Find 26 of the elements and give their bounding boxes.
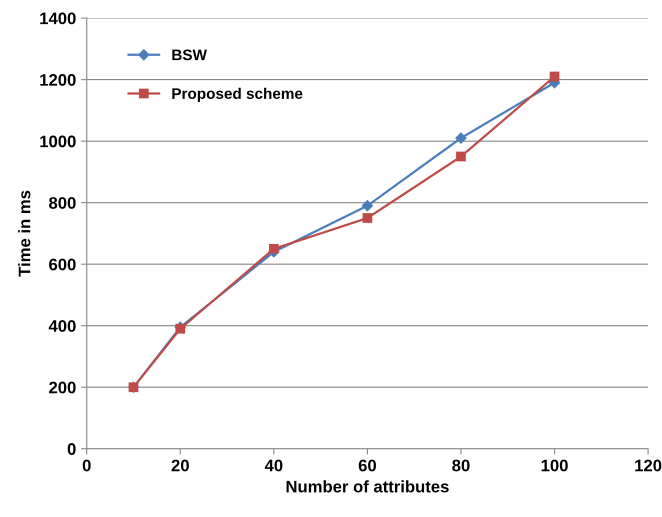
y-tick-label: 1200 [40, 74, 76, 86]
x-tick-label: 40 [264, 460, 282, 472]
y-axis-title: Time in ms [18, 190, 30, 277]
y-tick-label: 800 [49, 197, 76, 209]
x-tick-label: 0 [82, 460, 91, 472]
legend-label: BSW [172, 49, 207, 60]
y-tick-label: 0 [68, 443, 76, 455]
point [362, 200, 374, 212]
y-tick-label: 200 [49, 382, 76, 394]
y-tick-label: 1400 [40, 12, 76, 24]
x-axis-title: Number of attributes [286, 480, 449, 493]
x-tick-label: 120 [635, 460, 662, 472]
x-tick-label: 100 [542, 460, 568, 472]
point [550, 72, 560, 82]
point [455, 132, 467, 144]
point [268, 244, 279, 254]
legend-label: Proposed scheme [172, 88, 302, 102]
point [456, 152, 466, 162]
x-tick-label: 80 [452, 460, 470, 472]
y-tick-label: 1000 [40, 136, 76, 148]
y-tick-label: 400 [48, 320, 76, 332]
point [362, 213, 372, 223]
x-tick-label: 20 [172, 460, 189, 472]
y-tick-label: 600 [49, 258, 76, 270]
x-tick-label: 60 [358, 460, 376, 472]
point [175, 324, 186, 334]
